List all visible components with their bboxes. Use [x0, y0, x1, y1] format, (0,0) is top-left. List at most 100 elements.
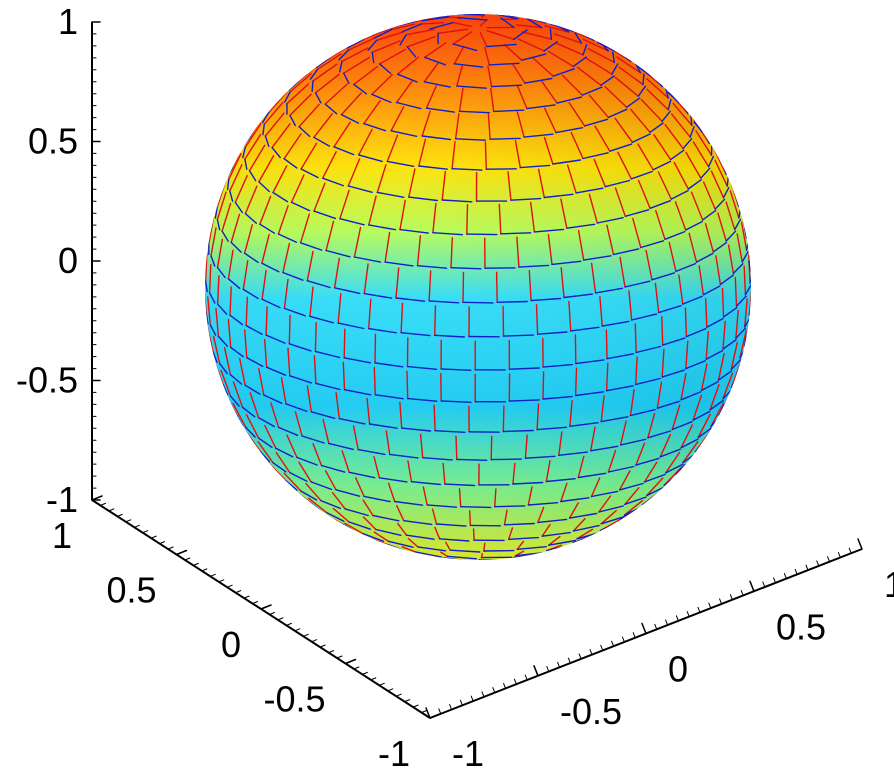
- vector-arrow-blue: [418, 165, 448, 170]
- vector-arrow-red: [635, 356, 638, 386]
- vector-arrow-red: [544, 107, 557, 134]
- vector-arrow-red: [298, 103, 320, 128]
- vector-arrow-blue: [510, 197, 542, 201]
- y-minor-tick: [285, 622, 292, 626]
- vector-arrow-blue: [300, 490, 318, 501]
- vector-arrow-red: [245, 414, 260, 439]
- vector-arrow-blue: [493, 109, 525, 113]
- vector-arrow-blue: [537, 518, 568, 524]
- vector-arrow-red: [258, 155, 275, 183]
- x-minor-tick: [503, 682, 507, 689]
- vector-arrow-red: [313, 113, 333, 139]
- vector-arrow-blue: [444, 483, 476, 487]
- vector-arrow-red: [487, 65, 493, 88]
- vector-arrow-red: [587, 48, 615, 64]
- vector-arrow-red: [661, 348, 665, 378]
- vector-arrow-red: [725, 201, 736, 231]
- z-tick-label: 1: [58, 1, 78, 42]
- vector-arrow-red: [261, 269, 267, 300]
- vector-arrow-red: [582, 38, 609, 52]
- vector-arrow-red: [537, 168, 545, 199]
- vector-arrow-blue: [649, 122, 664, 134]
- vector-arrow-red: [722, 372, 734, 400]
- vector-arrow-red: [344, 522, 364, 535]
- x-minor-tick: [546, 666, 550, 672]
- vector-arrow-red: [490, 87, 495, 113]
- vector-arrow-blue: [489, 137, 521, 140]
- vector-arrow-blue: [700, 167, 711, 179]
- vector-arrow-blue: [749, 272, 751, 284]
- vector-arrow-blue: [226, 178, 230, 191]
- vector-arrow-blue: [552, 68, 575, 77]
- x-minor-tick: [783, 573, 787, 580]
- vector-arrow-blue: [462, 301, 494, 304]
- vector-arrow-blue: [216, 303, 228, 315]
- vector-arrow-red: [541, 523, 551, 537]
- vector-arrow-red: [721, 287, 725, 318]
- vector-arrow-blue: [310, 411, 336, 419]
- y-tick-label: 0.5: [106, 570, 156, 611]
- vector-arrow-red: [271, 123, 291, 149]
- vector-arrow-red: [277, 204, 289, 235]
- vector-arrow-red: [479, 19, 488, 27]
- vector-arrow-red: [630, 108, 651, 134]
- vector-arrow-blue: [368, 327, 397, 334]
- vector-arrow-red: [324, 83, 348, 105]
- vector-arrow-blue: [298, 125, 311, 138]
- vector-arrow-blue: [401, 23, 423, 33]
- vector-arrow-red: [325, 220, 335, 252]
- vector-arrow-red: [309, 286, 314, 317]
- vector-arrow-red: [378, 48, 407, 65]
- vector-arrow-blue: [649, 199, 672, 210]
- vector-arrow-blue: [662, 337, 686, 346]
- vector-arrow-blue: [378, 477, 408, 483]
- vector-arrow-red: [238, 357, 246, 386]
- vector-arrow-red: [514, 139, 521, 169]
- vector-arrow-blue: [363, 495, 391, 503]
- x-minor-tick: [751, 585, 755, 592]
- vector-arrow-red: [714, 159, 728, 187]
- vector-arrow-blue: [333, 287, 361, 295]
- vector-arrow-red: [242, 260, 249, 291]
- y-tick-label: 0: [221, 624, 241, 665]
- vector-arrow-red: [228, 152, 242, 181]
- y-tick-label: -1: [378, 733, 410, 770]
- vector-arrow-red: [244, 133, 262, 160]
- vector-arrow-red: [272, 165, 288, 194]
- vector-arrow-blue: [500, 232, 532, 235]
- vector-arrow-red: [702, 181, 716, 210]
- vector-arrow-blue: [722, 186, 730, 199]
- vector-arrow-blue: [741, 251, 749, 263]
- vector-arrow-blue: [725, 230, 737, 242]
- y-minor-tick: [252, 601, 258, 604]
- vector-arrow-blue: [229, 395, 240, 407]
- vector-arrow-blue: [590, 490, 619, 498]
- vector-arrow-red: [614, 117, 634, 144]
- vector-arrow-blue: [664, 230, 686, 241]
- vector-arrow-red: [407, 460, 413, 483]
- vector-arrow-blue: [594, 287, 623, 294]
- vector-arrow-red: [366, 397, 371, 425]
- vector-arrow-red: [508, 527, 514, 540]
- vector-arrow-blue: [357, 448, 386, 456]
- vector-arrow-blue: [600, 516, 624, 525]
- vector-arrow-red: [306, 385, 312, 413]
- vector-arrow-red: [337, 293, 342, 324]
- vector-arrow-red: [542, 371, 545, 400]
- vector-arrow-red: [288, 314, 291, 345]
- y-minor-tick: [269, 612, 275, 615]
- vector-arrow-blue: [574, 32, 583, 44]
- vector-arrow-blue: [315, 382, 341, 391]
- y-minor-tick: [421, 710, 428, 713]
- vector-arrow-red: [617, 151, 632, 180]
- vector-arrow-red: [341, 47, 369, 63]
- vector-arrow-red: [647, 413, 656, 439]
- y-minor-tick: [311, 639, 318, 643]
- vector-arrow-red: [362, 516, 377, 531]
- vector-arrow-red: [659, 434, 671, 458]
- vector-arrow-blue: [552, 159, 582, 165]
- vector-arrow-red: [397, 522, 408, 536]
- x-tick-label: 0: [668, 649, 688, 690]
- z-tick-label: 0: [58, 240, 78, 281]
